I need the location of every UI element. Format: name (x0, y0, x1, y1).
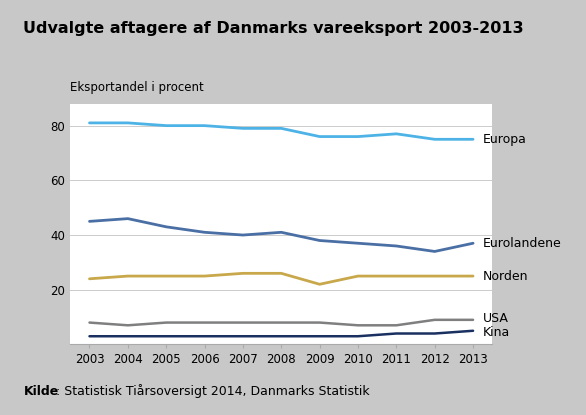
Text: Kilde: Kilde (23, 386, 59, 398)
Text: Eksportandel i procent: Eksportandel i procent (70, 81, 204, 94)
Text: Udvalgte aftagere af Danmarks vareeksport 2003-2013: Udvalgte aftagere af Danmarks vareekspor… (23, 21, 524, 36)
Text: Europa: Europa (483, 133, 527, 146)
Text: Kina: Kina (483, 326, 510, 339)
Text: Norden: Norden (483, 270, 528, 283)
Text: USA: USA (483, 312, 509, 325)
Text: : Statistisk Tiårsoversigt 2014, Danmarks Statistik: : Statistisk Tiårsoversigt 2014, Danmark… (56, 384, 369, 398)
Text: Eurolandene: Eurolandene (483, 237, 561, 250)
